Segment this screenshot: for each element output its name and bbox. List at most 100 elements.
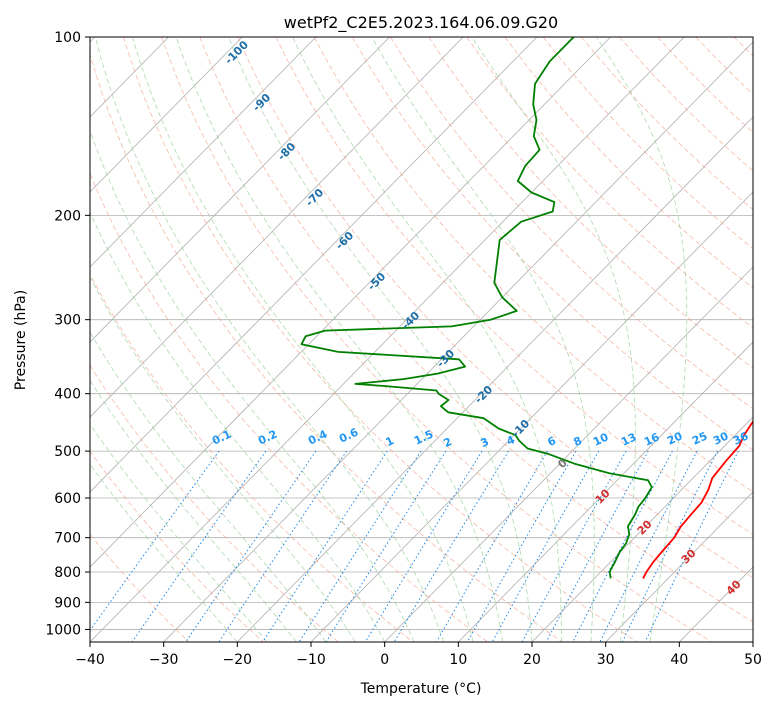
mixing-ratio-label: 1.5 (412, 428, 435, 448)
dry-adiabat (161, 37, 712, 642)
dry-adiabat-label: -100 (222, 38, 251, 67)
series-lines (300, 37, 753, 579)
dry-adiabat (90, 273, 414, 642)
isotherm (752, 641, 753, 642)
isotherm (90, 37, 538, 493)
isotherm (90, 37, 685, 642)
mixing-ratio-label: 6 (546, 434, 559, 449)
moist-adiabat (90, 129, 415, 642)
mixing-ratio-line (393, 450, 510, 642)
isotherm (458, 341, 753, 642)
dry-adiabat (580, 37, 753, 211)
x-tick-label: −30 (149, 652, 179, 668)
mixing-ratio-line (521, 450, 627, 642)
moist-adiabat (371, 37, 595, 642)
axes: −40 −30 −20 −10 0 10 20 30 40 5010020030040050060… (45, 30, 762, 668)
y-tick-label: 200 (54, 208, 81, 224)
mixing-ratio-label: 10 (591, 430, 611, 448)
moist-adiabat (132, 37, 474, 642)
dry-adiabat (90, 172, 488, 642)
isotherm (384, 266, 753, 642)
isotherm (605, 491, 753, 642)
mixing-ratio-line (325, 450, 447, 642)
mixing-ratio-line (435, 450, 548, 642)
moist-adiabat (175, 37, 503, 642)
y-tick-label: 800 (54, 565, 81, 581)
mixing-ratio-label: 25 (690, 429, 709, 447)
moist-adiabat (90, 423, 268, 642)
dry-adiabat-label: -30 (434, 347, 457, 370)
moist-adiabat (90, 331, 327, 642)
x-axis-label: Temperature (°C) (360, 681, 482, 697)
isotherm (310, 191, 753, 642)
y-axis-label: Pressure (hPa) (13, 290, 29, 390)
isotherm (237, 116, 753, 642)
mixing-ratio-label: 0.4 (306, 427, 329, 447)
mixing-ratio-label: 1 (384, 434, 396, 449)
y-tick-label: 400 (54, 387, 81, 403)
moist-adiabat (90, 276, 356, 642)
moist-adiabat-label: 40 (724, 577, 744, 597)
mixing-ratio-line (218, 450, 348, 642)
dry-adiabat (237, 37, 753, 579)
dry-adiabat (428, 37, 753, 369)
y-tick-label: 700 (54, 531, 81, 547)
x-tick-label: 40 (670, 652, 688, 668)
x-tick-label: 10 (449, 652, 467, 668)
dry-adiabat (199, 37, 753, 623)
mixing-ratio-label: 8 (572, 434, 584, 449)
isotherm (90, 37, 464, 418)
y-tick-label: 300 (54, 313, 81, 329)
dry-adiabat (90, 450, 264, 642)
dry-adiabat-label: -60 (333, 229, 356, 252)
background-lines (90, 37, 753, 642)
y-tick-label: 900 (54, 595, 81, 611)
isotherm (163, 41, 753, 642)
dry-adiabat-label: -50 (365, 270, 388, 293)
mixing-ratio-label: 0.2 (256, 428, 279, 448)
mixing-ratio-label: 13 (619, 430, 638, 448)
x-tick-label: 0 (380, 652, 389, 668)
mixing-ratio-label: 2 (442, 435, 454, 450)
isotherm (90, 37, 243, 193)
dry-adiabat (275, 37, 753, 535)
dry-adiabat (733, 37, 753, 57)
isotherm (531, 416, 753, 642)
x-tick-label: −40 (75, 652, 105, 668)
chart-title: wetPf2_C2E5.2023.164.06.09.G20 (284, 13, 558, 33)
moist-adiabat (228, 37, 533, 642)
moist-adiabat (596, 37, 688, 642)
dry-adiabat (504, 37, 753, 289)
moist-adiabat (90, 211, 386, 642)
y-tick-label: 500 (54, 444, 81, 460)
mixing-ratio-line (621, 450, 719, 642)
mixing-ratio-label: 30 (711, 429, 731, 447)
mixing-ratio-line (364, 450, 483, 642)
mixing-ratio-label: 0.6 (337, 425, 360, 445)
mixing-ratio-line (572, 450, 673, 642)
moist-adiabat-label: 10 (593, 486, 613, 506)
moist-adiabat (292, 37, 562, 642)
moist-adiabat-label: 0 (555, 456, 570, 471)
mixing-ratio-label: 0.1 (210, 428, 233, 448)
mixing-ratio-line (599, 450, 698, 642)
temperature-line (642, 419, 753, 579)
dry-adiabat (313, 37, 753, 493)
dewpoint-line (300, 37, 653, 579)
y-tick-label: 600 (54, 491, 81, 507)
mixing-ratio-label: 20 (665, 429, 685, 447)
mixing-ratio-label: 36 (731, 429, 751, 447)
x-tick-label: −10 (296, 652, 326, 668)
dry-adiabat (123, 37, 638, 642)
dry-adiabat (542, 37, 753, 250)
mixing-ratio-line (467, 450, 577, 642)
dry-adiabat (90, 52, 563, 642)
moist-adiabat (90, 379, 297, 642)
mixing-ratio-line (131, 450, 267, 642)
mixing-ratio-line (644, 450, 739, 642)
mixing-ratio-line (491, 450, 600, 642)
x-tick-label: 20 (523, 652, 541, 668)
moist-adiabat-label: 30 (679, 546, 699, 566)
dry-adiabat (352, 37, 753, 451)
